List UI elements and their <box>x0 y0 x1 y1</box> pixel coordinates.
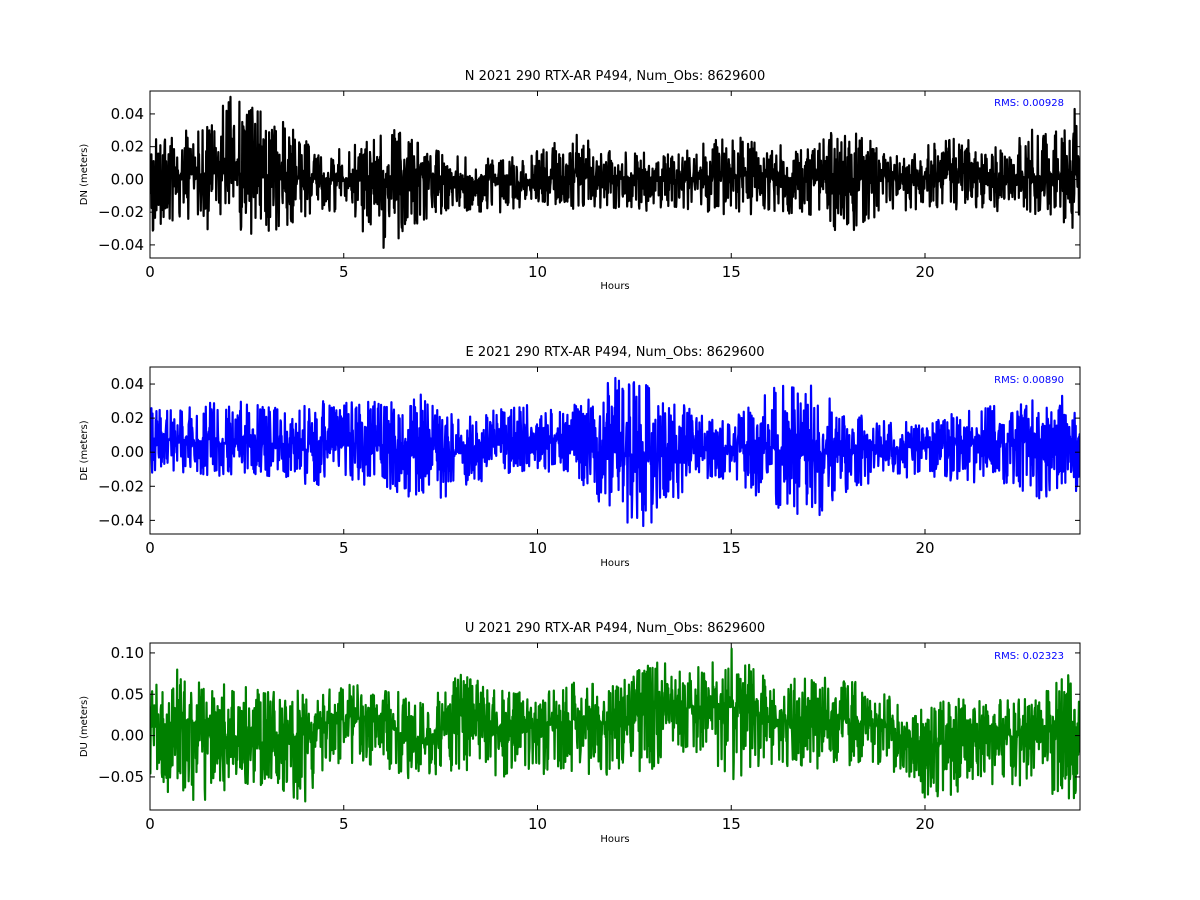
east-y-tick-label: −0.04 <box>98 511 144 529</box>
east-x-axis-label: Hours <box>600 558 629 569</box>
east-panel: E 2021 290 RTX-AR P494, Num_Obs: 8629600… <box>79 345 1081 569</box>
up-x-tick-label: 0 <box>145 815 155 833</box>
north-y-tick-label: 0.04 <box>111 105 144 123</box>
north-x-tick-label: 5 <box>339 263 349 281</box>
north-x-tick-label: 15 <box>722 263 741 281</box>
north-x-tick-label: 0 <box>145 263 155 281</box>
up-y-tick-label: 0.10 <box>111 644 144 662</box>
east-y-tick-label: −0.02 <box>98 477 144 495</box>
east-x-tick-label: 10 <box>528 539 547 557</box>
up-y-tick-label: 0.05 <box>111 685 144 703</box>
north-axes-frame <box>149 90 1081 259</box>
up-series-area <box>150 647 1080 803</box>
north-y-tick-label: −0.04 <box>98 236 144 254</box>
east-x-tick-label: 0 <box>145 539 155 557</box>
up-axes-frame <box>149 642 1081 811</box>
up-series-line <box>150 647 1080 803</box>
up-x-tick-label: 20 <box>915 815 934 833</box>
north-x-tick-label: 20 <box>915 263 934 281</box>
north-series-line <box>150 95 1080 249</box>
east-series-area <box>150 376 1080 528</box>
up-rms-annotation: RMS: 0.02323 <box>994 651 1064 662</box>
east-y-tick-label: 0.02 <box>111 409 144 427</box>
north-x-axis-label: Hours <box>600 281 629 292</box>
east-series-line <box>150 376 1080 528</box>
north-y-tick-label: 0.00 <box>111 170 144 188</box>
east-axes-frame <box>149 366 1081 535</box>
north-x-tick-label: 10 <box>528 263 547 281</box>
east-y-axis-label: DE (meters) <box>79 420 90 480</box>
north-panel: N 2021 290 RTX-AR P494, Num_Obs: 8629600… <box>79 69 1081 292</box>
up-x-tick-label: 5 <box>339 815 349 833</box>
north-series-area <box>150 95 1080 249</box>
north-y-tick-label: 0.02 <box>111 138 144 156</box>
north-y-tick-label: −0.02 <box>98 203 144 221</box>
east-x-tick-label: 15 <box>722 539 741 557</box>
up-panel-title: U 2021 290 RTX-AR P494, Num_Obs: 8629600 <box>465 621 765 636</box>
east-y-tick-label: 0.00 <box>111 443 144 461</box>
up-y-axis-label: DU (meters) <box>79 696 90 757</box>
up-y-tick-label: 0.00 <box>111 727 144 745</box>
east-x-tick-label: 5 <box>339 539 349 557</box>
east-y-tick-label: 0.04 <box>111 375 144 393</box>
up-x-tick-label: 10 <box>528 815 547 833</box>
east-x-tick-label: 20 <box>915 539 934 557</box>
north-ticks: 0 5 10 15 20 −0.04 −0.02 0.00 0.02 0.04 <box>98 91 1080 281</box>
north-rms-annotation: RMS: 0.00928 <box>994 98 1064 109</box>
east-panel-title: E 2021 290 RTX-AR P494, Num_Obs: 8629600 <box>466 345 765 360</box>
north-y-axis-label: DN (meters) <box>79 144 90 206</box>
up-ticks: 0 5 10 15 20 −0.05 0.00 0.05 0.10 <box>98 643 1080 833</box>
east-ticks: 0 5 10 15 20 −0.04 −0.02 0.00 0.02 0.04 <box>98 367 1080 557</box>
east-rms-annotation: RMS: 0.00890 <box>994 375 1064 386</box>
up-y-tick-label: −0.05 <box>98 768 144 786</box>
up-x-axis-label: Hours <box>600 834 629 845</box>
north-panel-title: N 2021 290 RTX-AR P494, Num_Obs: 8629600 <box>465 69 765 84</box>
up-panel: U 2021 290 RTX-AR P494, Num_Obs: 8629600… <box>79 621 1081 845</box>
up-x-tick-label: 15 <box>722 815 741 833</box>
